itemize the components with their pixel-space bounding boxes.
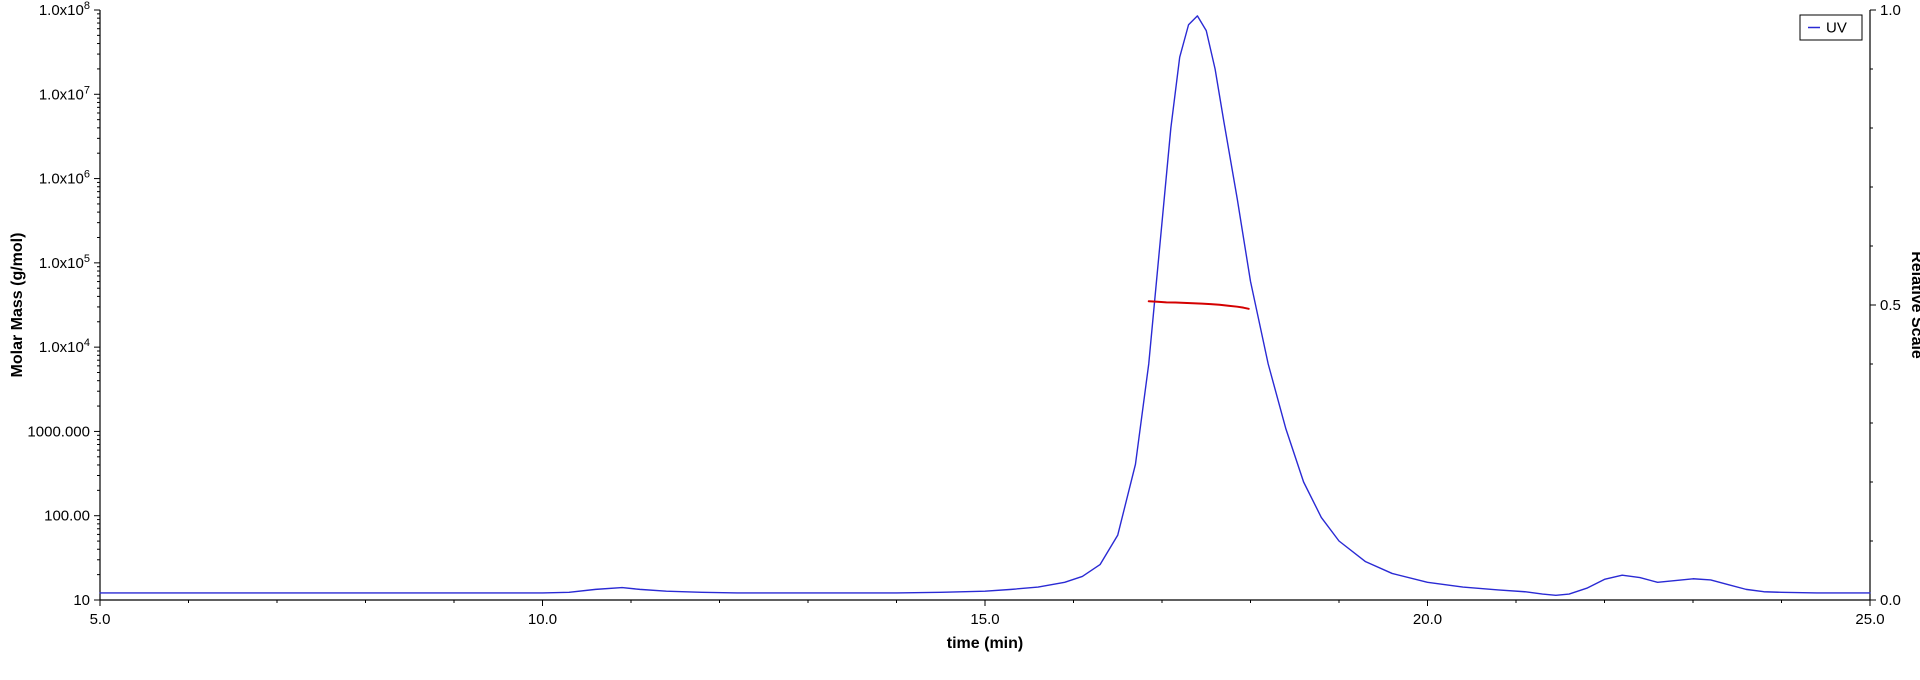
- y-left-tick-label: 100.00: [44, 508, 90, 525]
- y-left-tick-label: 1.0x108: [39, 0, 90, 19]
- y-right-axis-label: Relative Scale: [1908, 251, 1920, 359]
- y-left-tick-label: 1.0x104: [39, 337, 90, 356]
- x-tick-label: 5.0: [90, 611, 111, 628]
- y-left-tick-label: 1.0x106: [39, 169, 90, 188]
- y-right-tick-label: 0.0: [1880, 592, 1901, 609]
- x-axis-label: time (min): [947, 635, 1023, 652]
- y-left-tick-label: 1.0x105: [39, 253, 90, 272]
- x-tick-label: 15.0: [970, 611, 999, 628]
- y-left-tick-label: 1.0x107: [39, 84, 90, 103]
- legend-label: UV: [1826, 20, 1847, 37]
- y-left-tick-label: 10: [73, 592, 90, 609]
- chart-svg: 5.0 10.0 15.0 20.0 25.0 time (min) 10 100.00 100…: [0, 0, 1920, 680]
- x-tick-label: 10.0: [528, 611, 557, 628]
- y-right-tick-label: 0.5: [1880, 297, 1901, 314]
- sec-chromatogram-chart: 5.0 10.0 15.0 20.0 25.0 time (min) 10 100.00 100…: [0, 0, 1920, 680]
- series-MolarMass: [1149, 301, 1249, 309]
- series-UV: [100, 16, 1870, 595]
- x-tick-label: 25.0: [1855, 611, 1884, 628]
- y-left-axis-label: Molar Mass (g/mol): [9, 233, 26, 378]
- x-tick-label: 20.0: [1413, 611, 1442, 628]
- y-right-tick-label: 1.0: [1880, 2, 1901, 19]
- y-left-tick-label: 1000.000: [27, 423, 90, 440]
